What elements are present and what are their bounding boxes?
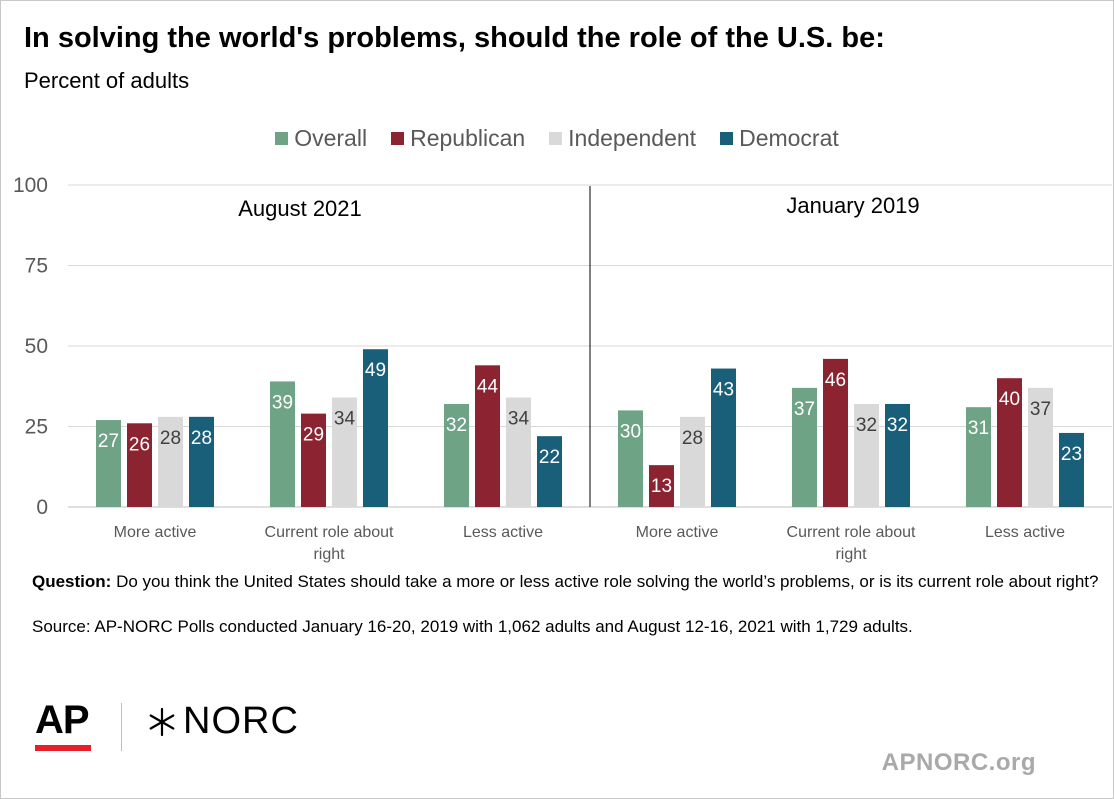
bar	[189, 416, 214, 507]
data-label: 13	[651, 476, 672, 497]
data-label: 28	[191, 428, 212, 449]
legend-item-overall: Overall	[275, 125, 367, 152]
data-label: 31	[968, 418, 989, 439]
bar	[618, 410, 643, 507]
bar	[1028, 387, 1053, 507]
data-label: 23	[1061, 444, 1082, 465]
bar	[966, 407, 991, 507]
chart-subtitle: Percent of adults	[24, 68, 190, 93]
data-label: 43	[713, 380, 734, 401]
norc-logo-text: NORC	[183, 700, 299, 742]
bar	[854, 403, 879, 507]
legend-item-democrat: Democrat	[720, 125, 839, 152]
legend-label-republican: Republican	[410, 125, 526, 151]
chart-title: In solving the world's problems, should …	[24, 22, 885, 54]
data-label: 28	[682, 428, 703, 449]
question-text: Do you think the United States should ta…	[111, 572, 1099, 591]
legend-item-republican: Republican	[391, 125, 525, 152]
bar	[475, 365, 500, 507]
y-tick-label: 100	[13, 174, 48, 197]
data-label: 29	[303, 425, 324, 446]
data-label: 34	[334, 409, 356, 430]
legend-swatch-republican	[391, 132, 405, 145]
legend-swatch-democrat	[720, 132, 734, 145]
data-label: 32	[856, 415, 877, 436]
bar	[332, 397, 357, 507]
bar	[127, 423, 152, 507]
bar	[96, 420, 121, 507]
data-label: 37	[794, 399, 815, 420]
legend: Overall Republican Independent Democrat	[0, 125, 1114, 152]
category-label: right	[313, 546, 345, 563]
bar	[1059, 432, 1084, 507]
data-label: 37	[1030, 399, 1051, 420]
bar-chart: 0 25 50 75 100 August 2021 27 26 28 28 More active…	[13, 174, 1112, 563]
data-label: 30	[620, 421, 641, 442]
bar	[885, 403, 910, 507]
category-label: Less active	[985, 524, 1065, 541]
bar	[301, 413, 326, 507]
category-label: right	[835, 546, 867, 563]
category-label: More active	[114, 524, 197, 541]
legend-label-democrat: Democrat	[739, 125, 839, 151]
data-label: 32	[887, 415, 908, 436]
data-label: 44	[477, 376, 499, 397]
bar	[444, 403, 469, 507]
star-burst-icon	[149, 707, 175, 736]
legend-item-independent: Independent	[549, 125, 696, 152]
data-label: 28	[160, 428, 181, 449]
bar	[711, 368, 736, 507]
bar	[158, 416, 183, 507]
panel-label: January 2019	[786, 193, 919, 218]
y-tick-label: 50	[25, 335, 48, 358]
data-label: 39	[272, 392, 293, 413]
legend-swatch-independent	[549, 132, 563, 145]
legend-label-independent: Independent	[568, 125, 697, 151]
data-label: 34	[508, 409, 530, 430]
site-url: APNORC.org	[881, 749, 1036, 776]
panel-label: August 2021	[238, 196, 362, 221]
question-label: Question:	[32, 572, 112, 591]
category-label: Current role about	[265, 524, 395, 541]
bar	[363, 349, 388, 507]
bar	[680, 416, 705, 507]
y-tick-label: 0	[36, 496, 48, 519]
legend-label-overall: Overall	[294, 125, 368, 151]
source-note: Source: AP-NORC Polls conducted January …	[32, 617, 913, 636]
bar	[792, 387, 817, 507]
bar	[649, 465, 674, 507]
data-label: 26	[129, 434, 150, 455]
y-tick-label: 25	[25, 416, 48, 439]
data-label: 22	[539, 447, 560, 468]
ap-logo-bar	[35, 745, 91, 751]
category-label: Current role about	[787, 524, 917, 541]
bar	[537, 436, 562, 507]
bar	[506, 397, 531, 507]
ap-logo: AP	[35, 700, 91, 751]
y-tick-label: 75	[25, 255, 48, 278]
ap-logo-text: AP	[35, 698, 90, 742]
data-label: 27	[98, 431, 119, 452]
bar	[997, 378, 1022, 507]
logo-divider	[121, 703, 122, 751]
category-label: More active	[636, 524, 719, 541]
data-label: 49	[365, 360, 386, 381]
data-label: 40	[999, 389, 1020, 410]
bar	[270, 381, 295, 507]
category-label: Less active	[463, 524, 543, 541]
bar	[823, 358, 848, 507]
legend-swatch-overall	[275, 132, 289, 145]
data-label: 32	[446, 415, 467, 436]
norc-logo: NORC	[147, 700, 299, 743]
data-label: 46	[825, 370, 846, 391]
question-note: Question: Do you think the United States…	[32, 571, 1102, 592]
